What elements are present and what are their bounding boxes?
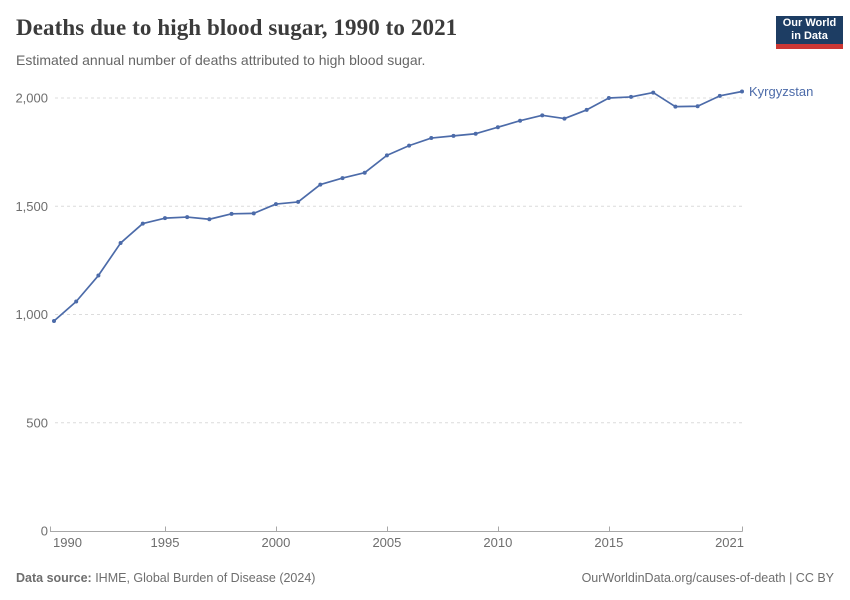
data-point[interactable]	[162, 216, 167, 221]
x-axis-tick-label: 2000	[261, 535, 290, 550]
y-axis-tick-label: 1,500	[15, 199, 48, 214]
data-point[interactable]	[473, 131, 478, 136]
data-point[interactable]	[318, 182, 323, 187]
chart-header: Deaths due to high blood sugar, 1990 to …	[16, 14, 736, 69]
data-point[interactable]	[384, 153, 389, 158]
data-source-value: IHME, Global Burden of Disease (2024)	[91, 571, 316, 585]
data-point[interactable]	[296, 199, 301, 204]
series-label-kyrgyzstan[interactable]: Kyrgyzstan	[749, 84, 813, 99]
x-axis-tick-label: 2015	[594, 535, 623, 550]
data-point[interactable]	[451, 133, 456, 138]
data-point[interactable]	[207, 217, 212, 222]
y-axis-tick-label: 0	[41, 524, 48, 539]
owid-logo-line2: in Data	[791, 30, 828, 42]
data-point[interactable]	[74, 299, 79, 304]
data-source-label: Data source:	[16, 571, 92, 585]
chart-title: Deaths due to high blood sugar, 1990 to …	[16, 15, 458, 40]
data-point[interactable]	[52, 318, 56, 323]
x-axis-tick-label: 1990	[53, 535, 82, 550]
data-point[interactable]	[540, 113, 545, 118]
owid-logo-line1: Our World	[782, 17, 837, 29]
data-point[interactable]	[629, 94, 634, 99]
data-point[interactable]	[562, 116, 567, 121]
data-point[interactable]	[251, 211, 256, 216]
data-point[interactable]	[584, 107, 589, 112]
data-point[interactable]	[695, 104, 700, 109]
data-point[interactable]	[340, 176, 345, 181]
data-point[interactable]	[185, 215, 190, 220]
x-axis-tick-label: 1995	[151, 535, 180, 550]
data-point[interactable]	[118, 241, 123, 246]
series-line-kyrgyzstan[interactable]	[53, 90, 743, 322]
data-point[interactable]	[518, 118, 523, 123]
data-source: Data source: IHME, Global Burden of Dise…	[16, 571, 315, 585]
data-point[interactable]	[229, 211, 234, 216]
data-point[interactable]	[717, 93, 722, 98]
data-point[interactable]	[407, 143, 412, 148]
y-axis-tick-label: 500	[26, 415, 48, 430]
y-axis-tick-label: 1,000	[15, 307, 48, 322]
footer-license-link[interactable]: OurWorldinData.org/causes-of-death | CC …	[581, 571, 834, 585]
y-axis-tick-label: 2,000	[15, 91, 48, 106]
chart-subtitle: Estimated annual number of deaths attrib…	[16, 52, 426, 68]
data-point[interactable]	[273, 202, 278, 207]
data-point[interactable]	[362, 170, 367, 175]
x-axis-tick-label: 2005	[372, 535, 401, 550]
data-point[interactable]	[495, 125, 500, 130]
data-point[interactable]	[96, 273, 101, 278]
data-point[interactable]	[651, 90, 656, 95]
owid-logo: Our World in Data	[776, 16, 843, 49]
data-point[interactable]	[606, 96, 611, 100]
x-axis-tick-label: 2021	[715, 535, 744, 550]
data-point[interactable]	[740, 89, 744, 94]
data-point[interactable]	[673, 104, 678, 109]
data-point[interactable]	[140, 221, 145, 226]
chart-footer: Data source: IHME, Global Burden of Dise…	[16, 569, 834, 587]
x-axis-tick-label: 2010	[483, 535, 512, 550]
data-point[interactable]	[429, 136, 434, 141]
